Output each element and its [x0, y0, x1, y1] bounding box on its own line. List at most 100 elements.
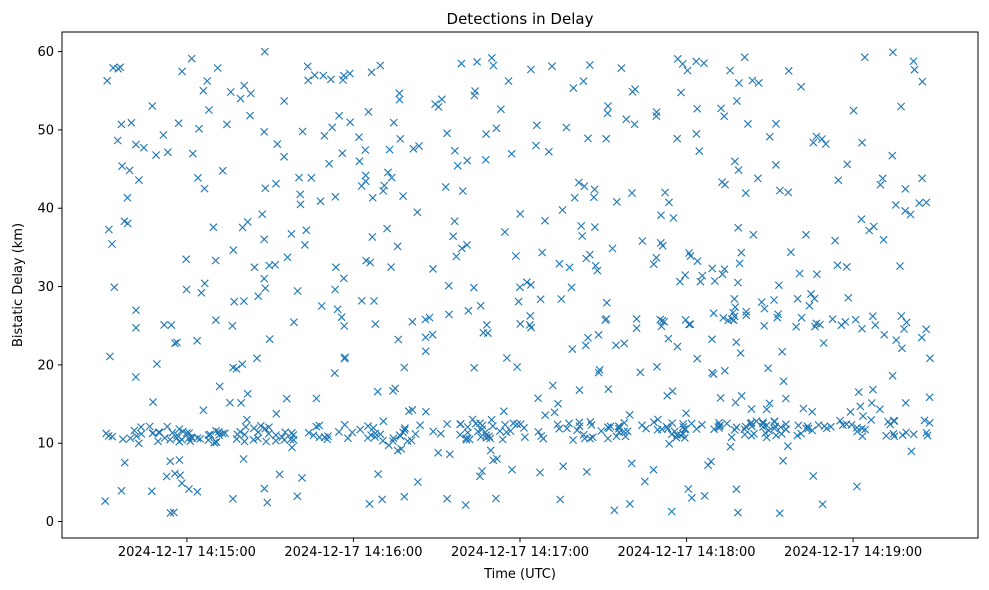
data-point: [331, 263, 340, 272]
data-point: [378, 436, 387, 445]
data-point: [759, 422, 767, 431]
data-point: [113, 136, 122, 145]
data-point: [858, 432, 867, 441]
data-point: [225, 398, 234, 407]
data-point: [298, 127, 307, 136]
data-point: [395, 95, 404, 104]
data-point: [243, 389, 252, 398]
data-point: [868, 385, 877, 394]
data-point: [733, 508, 742, 517]
data-point: [228, 321, 237, 330]
data-point: [275, 470, 284, 479]
data-point: [588, 433, 597, 442]
data-point: [236, 94, 245, 103]
data-point: [221, 429, 229, 438]
data-point: [716, 393, 725, 402]
data-point: [197, 288, 206, 297]
data-point: [413, 208, 422, 217]
data-point: [339, 274, 348, 283]
data-point: [325, 159, 334, 168]
data-point: [602, 298, 611, 307]
data-point: [693, 354, 702, 363]
data-point: [602, 134, 611, 143]
data-point: [491, 494, 500, 503]
data-point: [793, 431, 802, 440]
y-tick-label: 30: [37, 280, 54, 295]
data-point: [589, 193, 598, 202]
data-point: [888, 371, 897, 380]
data-point: [240, 430, 249, 439]
data-point: [709, 370, 718, 379]
data-point: [243, 217, 252, 226]
data-point: [772, 119, 780, 128]
x-axis-ticks: 2024-12-17 14:15:00 2024-12-17 14:16:00 20…: [118, 538, 922, 560]
data-point: [307, 173, 316, 182]
data-point: [421, 407, 430, 416]
data-point: [421, 333, 430, 342]
data-point: [179, 427, 187, 436]
data-point: [843, 160, 852, 169]
data-point: [799, 404, 808, 413]
data-point: [732, 338, 741, 347]
data-point: [764, 426, 773, 435]
data-point: [836, 416, 845, 425]
data-point: [132, 432, 141, 441]
data-point: [625, 499, 634, 508]
data-point: [681, 271, 690, 280]
data-point: [760, 304, 769, 313]
data-point: [901, 206, 910, 215]
data-point: [387, 173, 396, 182]
data-point: [108, 240, 116, 248]
data-point: [891, 200, 900, 209]
data-point: [204, 106, 213, 114]
data-point: [882, 431, 891, 440]
data-point: [550, 408, 559, 417]
data-point: [888, 151, 897, 160]
data-point: [737, 391, 746, 400]
data-point: [378, 495, 387, 504]
data-point: [620, 339, 629, 348]
data-point: [434, 448, 443, 457]
data-point: [630, 120, 639, 129]
data-point: [443, 420, 452, 428]
data-point: [367, 431, 376, 440]
data-point: [263, 498, 272, 507]
data-point: [476, 301, 485, 310]
data-point: [720, 265, 729, 274]
data-point: [421, 315, 430, 324]
data-point: [370, 297, 378, 305]
data-point: [193, 487, 202, 496]
data-point: [818, 135, 826, 143]
data-point: [172, 433, 181, 442]
data-point: [340, 354, 349, 363]
data-point: [657, 322, 666, 331]
data-point: [902, 428, 911, 437]
data-point: [209, 223, 218, 232]
data-point: [240, 81, 249, 90]
y-tick-label: 10: [37, 437, 54, 452]
data-point: [553, 420, 562, 429]
data-point: [897, 344, 906, 353]
data-point: [683, 66, 692, 75]
data-point: [319, 71, 328, 80]
data-point: [732, 485, 741, 494]
data-point: [731, 398, 740, 407]
data-point: [271, 436, 280, 445]
data-point: [575, 418, 584, 427]
data-point: [134, 439, 143, 448]
x-tick-label: 2024-12-17 14:15:00: [118, 545, 256, 560]
data-point: [500, 228, 509, 236]
data-point: [389, 118, 398, 127]
data-point: [573, 426, 582, 435]
data-point: [109, 63, 118, 72]
data-point: [182, 285, 191, 294]
data-point: [737, 248, 746, 257]
data-point: [147, 487, 156, 496]
data-point: [909, 57, 918, 66]
data-point: [868, 312, 877, 321]
x-tick-label: 2024-12-17 14:17:00: [451, 545, 589, 560]
data-point: [110, 283, 119, 292]
data-point: [740, 53, 749, 62]
data-point: [457, 244, 466, 253]
data-point: [280, 97, 289, 105]
